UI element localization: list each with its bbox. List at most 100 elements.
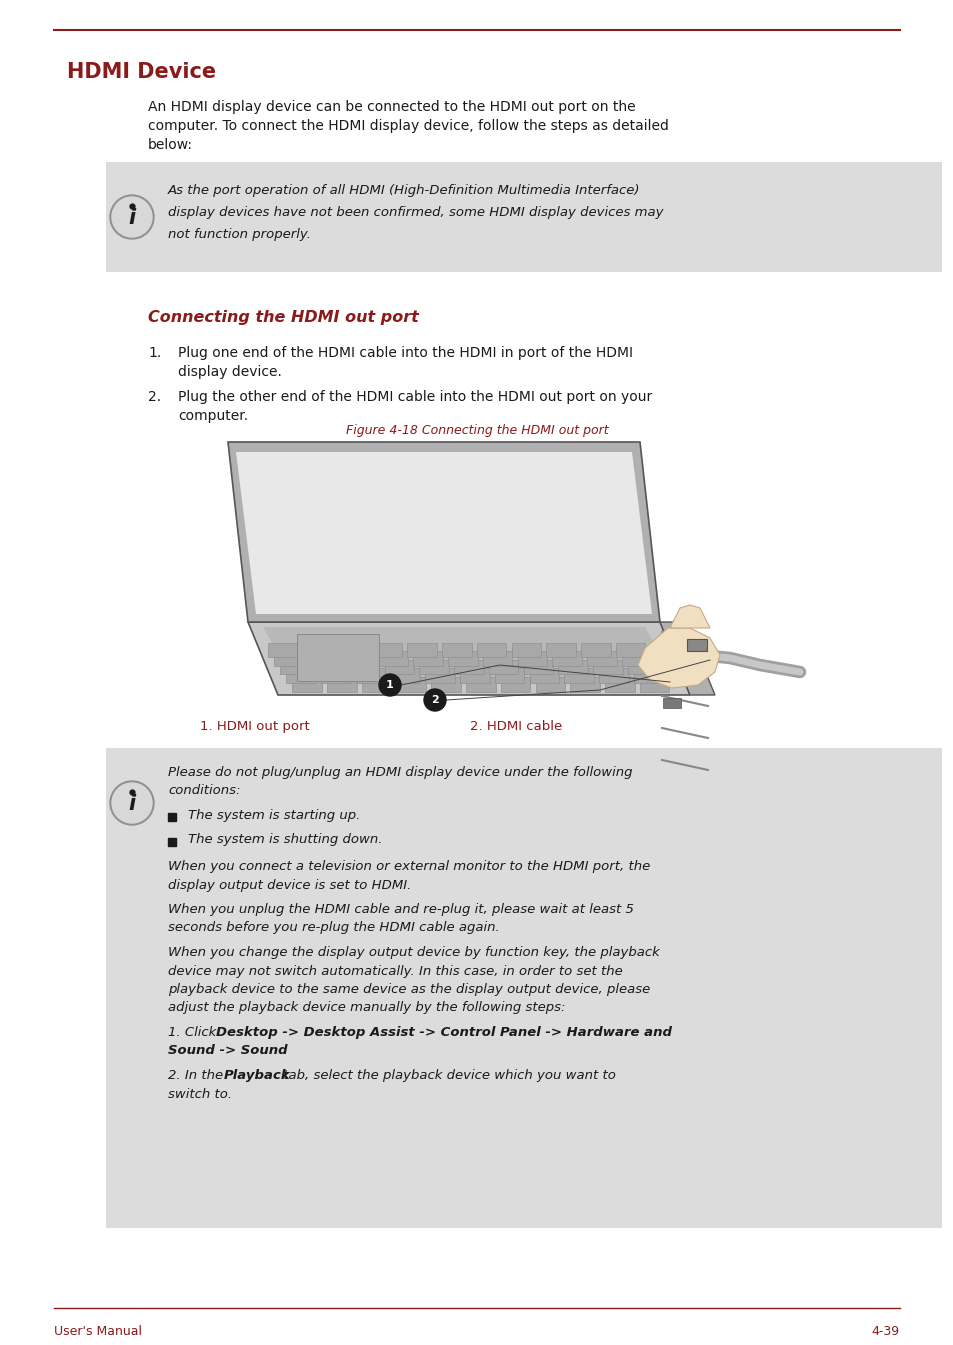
Circle shape xyxy=(110,195,153,239)
FancyBboxPatch shape xyxy=(407,643,436,658)
FancyBboxPatch shape xyxy=(441,643,471,658)
Bar xyxy=(168,838,175,846)
FancyBboxPatch shape xyxy=(459,668,489,683)
Text: 2. In the: 2. In the xyxy=(168,1069,227,1081)
FancyBboxPatch shape xyxy=(454,659,483,674)
Text: An HDMI display device can be connected to the HDMI out port on the: An HDMI display device can be connected … xyxy=(148,100,635,114)
FancyBboxPatch shape xyxy=(558,659,587,674)
Text: Sound -> Sound: Sound -> Sound xyxy=(168,1045,287,1057)
FancyBboxPatch shape xyxy=(517,651,546,666)
FancyBboxPatch shape xyxy=(580,643,610,658)
Text: playback device to the same device as the display output device, please: playback device to the same device as th… xyxy=(168,983,650,997)
Text: Figure 4-18 Connecting the HDMI out port: Figure 4-18 Connecting the HDMI out port xyxy=(345,424,608,437)
FancyBboxPatch shape xyxy=(466,677,496,691)
FancyBboxPatch shape xyxy=(350,659,379,674)
Text: HDMI Device: HDMI Device xyxy=(67,62,216,82)
Text: The system is shutting down.: The system is shutting down. xyxy=(188,834,382,846)
FancyBboxPatch shape xyxy=(314,659,344,674)
FancyBboxPatch shape xyxy=(280,659,310,674)
FancyBboxPatch shape xyxy=(604,677,634,691)
Text: When you unplug the HDMI cable and re-plug it, please wait at least 5: When you unplug the HDMI cable and re-pl… xyxy=(168,902,633,916)
FancyBboxPatch shape xyxy=(570,677,599,691)
Text: User's Manual: User's Manual xyxy=(54,1325,142,1338)
Text: 2: 2 xyxy=(431,695,438,705)
Text: When you change the display output device by function key, the playback: When you change the display output devic… xyxy=(168,946,659,959)
FancyBboxPatch shape xyxy=(662,671,680,681)
Circle shape xyxy=(112,783,152,823)
FancyBboxPatch shape xyxy=(268,643,297,658)
Polygon shape xyxy=(659,621,714,695)
FancyBboxPatch shape xyxy=(621,651,651,666)
FancyBboxPatch shape xyxy=(293,677,322,691)
Text: Please do not plug/unplug an HDMI display device under the following: Please do not plug/unplug an HDMI displa… xyxy=(168,767,632,779)
FancyBboxPatch shape xyxy=(106,748,941,1228)
Polygon shape xyxy=(228,443,659,621)
Text: switch to.: switch to. xyxy=(168,1088,232,1100)
FancyBboxPatch shape xyxy=(391,668,419,683)
Text: Desktop -> Desktop Assist -> Control Panel -> Hardware and: Desktop -> Desktop Assist -> Control Pan… xyxy=(215,1026,671,1038)
Text: computer. To connect the HDMI display device, follow the steps as detailed: computer. To connect the HDMI display de… xyxy=(148,118,668,133)
FancyBboxPatch shape xyxy=(686,639,706,651)
FancyBboxPatch shape xyxy=(615,643,644,658)
Polygon shape xyxy=(638,628,720,689)
FancyBboxPatch shape xyxy=(344,651,373,666)
Polygon shape xyxy=(669,605,709,628)
Text: display output device is set to HDMI.: display output device is set to HDMI. xyxy=(168,878,411,892)
Text: As the port operation of all HDMI (High-Definition Multimedia Interface): As the port operation of all HDMI (High-… xyxy=(168,184,639,196)
FancyBboxPatch shape xyxy=(274,651,304,666)
FancyBboxPatch shape xyxy=(593,659,622,674)
Circle shape xyxy=(110,781,153,824)
FancyBboxPatch shape xyxy=(488,659,517,674)
FancyBboxPatch shape xyxy=(552,651,581,666)
Bar xyxy=(168,812,175,820)
FancyBboxPatch shape xyxy=(373,643,402,658)
FancyBboxPatch shape xyxy=(303,643,333,658)
Text: Plug the other end of the HDMI cable into the HDMI out port on your: Plug the other end of the HDMI cable int… xyxy=(178,390,652,403)
FancyBboxPatch shape xyxy=(309,651,338,666)
FancyBboxPatch shape xyxy=(361,677,391,691)
FancyBboxPatch shape xyxy=(425,668,455,683)
Text: tab, select the playback device which you want to: tab, select the playback device which yo… xyxy=(278,1069,616,1081)
Circle shape xyxy=(378,674,400,695)
Text: seconds before you re-plug the HDMI cable again.: seconds before you re-plug the HDMI cabl… xyxy=(168,921,499,935)
Text: 1. Click: 1. Click xyxy=(168,1026,220,1038)
Text: 4-39: 4-39 xyxy=(871,1325,899,1338)
Text: 1.: 1. xyxy=(148,346,161,360)
FancyBboxPatch shape xyxy=(495,668,524,683)
FancyBboxPatch shape xyxy=(564,668,593,683)
FancyBboxPatch shape xyxy=(482,651,512,666)
FancyBboxPatch shape xyxy=(337,643,367,658)
FancyBboxPatch shape xyxy=(511,643,540,658)
Text: below:: below: xyxy=(148,139,193,152)
Text: 1: 1 xyxy=(386,681,394,690)
Text: When you connect a television or external monitor to the HDMI port, the: When you connect a television or externa… xyxy=(168,859,650,873)
Text: display devices have not been confirmed, some HDMI display devices may: display devices have not been confirmed,… xyxy=(168,206,662,219)
FancyBboxPatch shape xyxy=(633,668,662,683)
Polygon shape xyxy=(263,627,675,681)
FancyBboxPatch shape xyxy=(662,646,680,656)
FancyBboxPatch shape xyxy=(529,668,558,683)
FancyBboxPatch shape xyxy=(639,677,669,691)
FancyBboxPatch shape xyxy=(384,659,414,674)
Text: 1. HDMI out port: 1. HDMI out port xyxy=(200,720,310,733)
FancyBboxPatch shape xyxy=(535,677,564,691)
FancyBboxPatch shape xyxy=(500,677,530,691)
FancyBboxPatch shape xyxy=(546,643,576,658)
FancyBboxPatch shape xyxy=(321,668,351,683)
Text: not function properly.: not function properly. xyxy=(168,229,311,241)
Text: 2. HDMI cable: 2. HDMI cable xyxy=(470,720,561,733)
Circle shape xyxy=(423,689,446,712)
Text: The system is starting up.: The system is starting up. xyxy=(188,808,360,822)
FancyBboxPatch shape xyxy=(431,677,460,691)
FancyBboxPatch shape xyxy=(523,659,553,674)
FancyBboxPatch shape xyxy=(355,668,385,683)
Text: device may not switch automatically. In this case, in order to set the: device may not switch automatically. In … xyxy=(168,964,622,978)
FancyBboxPatch shape xyxy=(378,651,408,666)
Text: conditions:: conditions: xyxy=(168,784,240,798)
Text: display device.: display device. xyxy=(178,364,281,379)
FancyBboxPatch shape xyxy=(627,659,657,674)
FancyBboxPatch shape xyxy=(396,677,426,691)
FancyBboxPatch shape xyxy=(662,698,680,707)
Text: 2.: 2. xyxy=(148,390,161,403)
FancyBboxPatch shape xyxy=(448,651,477,666)
